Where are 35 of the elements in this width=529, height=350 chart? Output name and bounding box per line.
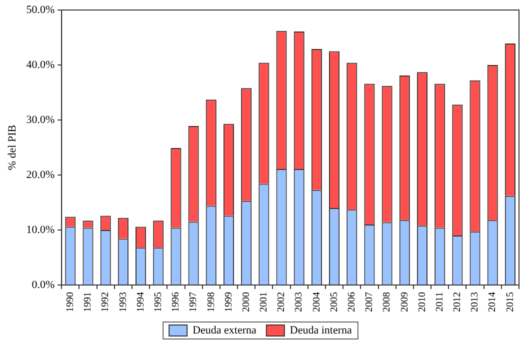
x-tick-label: 2015 xyxy=(504,292,516,312)
x-tick-label: 1994 xyxy=(135,292,146,312)
x-tick-label: 1999 xyxy=(223,292,234,312)
x-tick-label: 1990 xyxy=(65,292,76,312)
x-tick-label: 2006 xyxy=(346,292,358,312)
x-tick-label: 2011 xyxy=(434,292,446,312)
y-tick-label: 0.0% xyxy=(32,278,55,291)
x-tick-label: 1996 xyxy=(170,292,182,312)
legend-label: Deuda interna xyxy=(290,324,352,336)
x-tick-label: 2001 xyxy=(258,292,270,312)
x-tick-label: 2003 xyxy=(294,292,305,312)
x-tick-label: 2002 xyxy=(276,292,288,312)
x-tick-label: 2013 xyxy=(470,292,481,312)
x-tick-label: 1997 xyxy=(188,292,200,312)
y-tick-label: 50.0% xyxy=(26,4,55,16)
y-tick-label: 10.0% xyxy=(26,224,55,236)
x-tick-label: 2004 xyxy=(311,292,322,312)
x-tick-label: 2009 xyxy=(399,292,410,312)
x-tick-label: 2010 xyxy=(416,292,428,312)
x-tick-label: 1991 xyxy=(82,292,94,312)
x-tick-label: 1993 xyxy=(118,292,129,312)
legend-label: Deuda externa xyxy=(192,324,257,336)
y-tick-label: 40.0% xyxy=(26,58,55,71)
y-tick-label: 30.0% xyxy=(26,114,55,126)
x-tick-label: 2008 xyxy=(382,292,393,312)
x-tick-label: 2000 xyxy=(240,292,252,312)
x-tick-label: 1995 xyxy=(152,292,164,312)
x-tick-label: 2007 xyxy=(364,292,376,312)
y-tick-label: 20.0% xyxy=(26,168,55,181)
y-axis-title: % del PIB xyxy=(6,124,18,170)
x-tick-label: 2012 xyxy=(452,292,464,312)
x-tick-label: 2014 xyxy=(487,292,498,312)
x-tick-label: 1998 xyxy=(206,292,217,312)
x-tick-label: 2005 xyxy=(328,292,340,312)
x-tick-label: 1992 xyxy=(100,292,112,312)
